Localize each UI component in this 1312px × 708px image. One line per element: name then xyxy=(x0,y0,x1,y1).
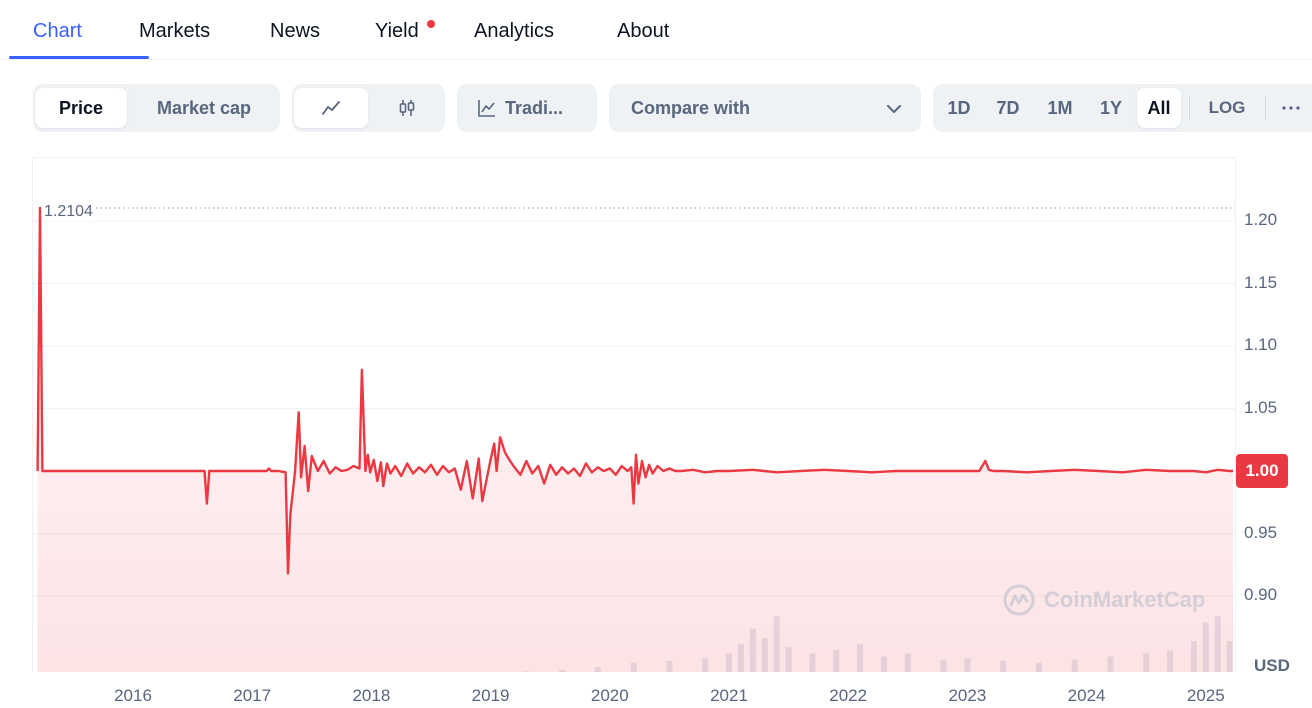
compare-with-label: Compare with xyxy=(631,98,751,118)
top-tab-bar: Chart Markets News Yield Analytics About xyxy=(0,0,1312,60)
x-tick-label: 2016 xyxy=(114,686,152,705)
max-price-label: 1.2104 xyxy=(42,203,95,221)
range-1d-button[interactable]: 1D xyxy=(947,97,971,118)
candlestick-icon xyxy=(399,100,414,116)
price-line xyxy=(36,206,1233,575)
tradingview-label: Tradi... xyxy=(505,98,564,118)
y-tick-label: 1.10 xyxy=(1244,335,1278,354)
ellipsis-icon xyxy=(1282,106,1300,110)
x-tick-label: 2019 xyxy=(471,686,510,705)
market-cap-button[interactable]: Market cap xyxy=(156,97,252,118)
y-tick-label: 1.05 xyxy=(1244,397,1278,417)
metric-toggle: Price Market cap xyxy=(33,84,280,132)
more-options-button[interactable] xyxy=(1273,88,1309,128)
range-all-button[interactable]: All xyxy=(1137,88,1181,128)
x-tick-label: 2017 xyxy=(233,686,272,705)
range-separator xyxy=(1189,96,1190,120)
chevron-down-icon xyxy=(887,105,901,113)
y-tick-label: 1.20 xyxy=(1244,210,1278,229)
log-separator xyxy=(1265,96,1266,120)
x-tick-label: 2018 xyxy=(352,686,391,705)
tab-chart[interactable]: Chart xyxy=(33,20,82,42)
range-1y-button[interactable]: 1Y xyxy=(1099,97,1123,118)
tab-about[interactable]: About xyxy=(617,20,670,42)
range-7d-button[interactable]: 7D xyxy=(996,97,1020,118)
tab-markets[interactable]: Markets xyxy=(139,20,211,42)
active-tab-indicator xyxy=(9,56,149,59)
tradingview-chart-icon xyxy=(478,100,495,117)
coinmarketcap-watermark: CoinMarketCap xyxy=(1002,582,1205,618)
log-scale-button[interactable]: LOG xyxy=(1208,98,1246,117)
x-tick-label: 2025 xyxy=(1186,686,1225,705)
y-tick-label: 0.90 xyxy=(1244,585,1278,604)
line-chart-button[interactable] xyxy=(294,88,368,128)
tradingview-button[interactable]: Tradi... xyxy=(457,84,597,132)
candlestick-button[interactable] xyxy=(370,88,443,128)
tab-news[interactable]: News xyxy=(270,20,321,42)
range-1m-button[interactable]: 1M xyxy=(1047,97,1073,118)
watermark-text: CoinMarketCap xyxy=(1044,587,1206,612)
line-chart-icon xyxy=(322,101,340,115)
price-button[interactable]: Price xyxy=(35,88,127,128)
y-tick-label: 1.15 xyxy=(1244,272,1278,292)
x-tick-label: 2021 xyxy=(710,686,748,705)
x-tick-label: 2022 xyxy=(829,686,868,705)
y-tick-label: 0.95 xyxy=(1244,522,1278,542)
chart-plot-frame xyxy=(32,157,1236,672)
compare-with-dropdown[interactable]: Compare with xyxy=(609,84,921,132)
price-area-fill xyxy=(37,208,1234,672)
x-tick-label: 2024 xyxy=(1067,686,1106,705)
current-price-badge: 1.00 xyxy=(1236,454,1288,488)
coinmarketcap-logo-icon xyxy=(1003,584,1035,616)
chart-type-toggle xyxy=(292,84,445,132)
x-tick-label: 2020 xyxy=(590,686,629,705)
range-toggle: 1D 7D 1M 1Y All LOG xyxy=(933,84,1312,132)
yield-notification-dot xyxy=(427,20,435,28)
tab-analytics[interactable]: Analytics xyxy=(474,20,555,42)
tab-yield[interactable]: Yield xyxy=(375,20,419,42)
x-tick-label: 2023 xyxy=(948,686,987,705)
currency-label: USD xyxy=(1254,656,1290,675)
